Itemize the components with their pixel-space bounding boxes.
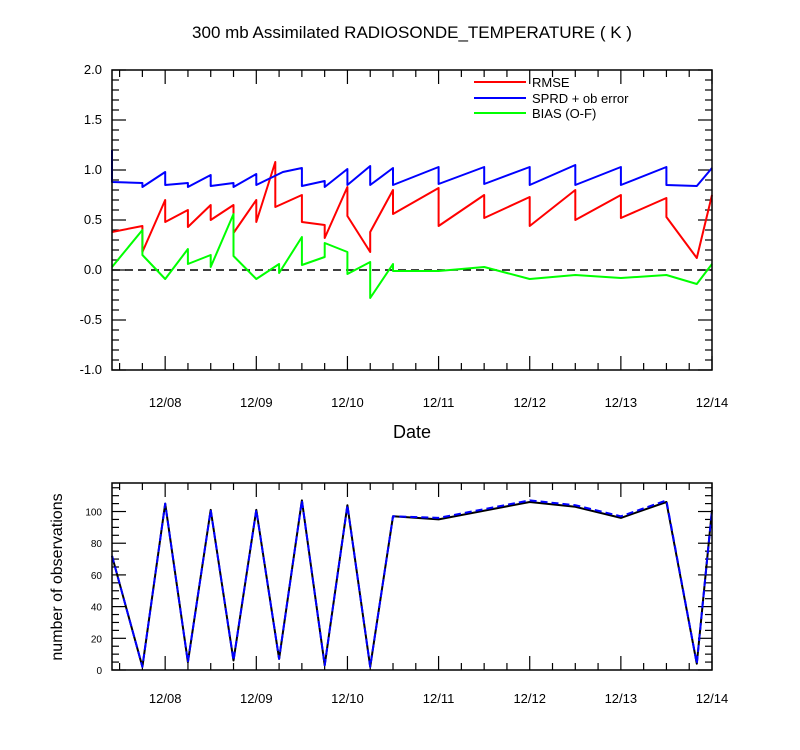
series-line-sprd-ob-error (111, 150, 713, 188)
y-tick-label: -1.0 (80, 362, 102, 377)
legend: RMSE SPRD + ob error BIAS (O-F) (474, 75, 629, 121)
y-tick-label: 100 (85, 508, 102, 519)
top-ticks (112, 69, 713, 371)
x-tick-label: 12/10 (331, 395, 364, 410)
top-y-tick-labels: 2.0 1.5 1.0 0.5 0.0 -0.5 -1.0 (80, 62, 102, 377)
x-tick-label: 12/11 (423, 395, 455, 410)
y-tick-label: 80 (91, 539, 103, 550)
y-tick-label: 0.5 (84, 212, 102, 227)
legend-label-sprd: SPRD + ob error (532, 91, 629, 106)
x-tick-label: 12/10 (331, 691, 364, 706)
y-axis-title-observations: number of observations (49, 493, 66, 660)
x-tick-label: 12/12 (513, 691, 546, 706)
y-tick-label: 1.0 (84, 162, 102, 177)
x-tick-label: 12/12 (513, 395, 546, 410)
series-line-rmse (111, 161, 713, 259)
x-axis-title: Date (393, 422, 431, 442)
y-tick-label: 2.0 (84, 62, 102, 77)
y-tick-label: 20 (91, 634, 103, 645)
x-tick-label: 12/08 (149, 691, 182, 706)
x-tick-label: 12/09 (240, 395, 273, 410)
x-tick-label: 12/13 (605, 691, 638, 706)
top-plot-frame (111, 69, 713, 371)
x-tick-label: 12/13 (605, 395, 638, 410)
x-tick-label: 12/14 (696, 691, 729, 706)
y-tick-label: -0.5 (80, 312, 102, 327)
y-tick-label: 40 (91, 603, 103, 614)
bottom-plot-frame (111, 482, 713, 671)
series-line-bias-o-f (111, 213, 713, 299)
legend-label-rmse: RMSE (532, 75, 570, 90)
series-line-obs-1 (111, 499, 713, 668)
top-panel: 2.01.51.00.50.0-0.5-1.0 12/08 12/09 12/10 1… (80, 62, 729, 442)
chart-title: 300 mb Assimilated RADIOSONDE_TEMPERATUR… (192, 23, 632, 42)
top-x-tick-labels: 12/08 12/09 12/10 12/11 12/12 12/13 12/14 (149, 395, 728, 410)
bottom-ticks (112, 483, 713, 671)
bottom-series (111, 499, 713, 668)
top-series (111, 150, 713, 299)
y-tick-label: 60 (91, 571, 103, 582)
bottom-y-tick-labels: 0 20 40 60 80 100 (85, 508, 102, 677)
x-tick-label: 12/14 (696, 395, 729, 410)
y-tick-label: 0 (96, 666, 102, 677)
x-tick-label: 12/11 (423, 691, 455, 706)
legend-label-bias: BIAS (O-F) (532, 106, 596, 121)
bottom-x-tick-labels: 12/08 12/09 12/10 12/11 12/12 12/13 12/14 (149, 691, 728, 706)
x-tick-label: 12/08 (149, 395, 182, 410)
x-tick-label: 12/09 (240, 691, 273, 706)
y-tick-label: 1.5 (84, 112, 102, 127)
y-tick-label: 0.0 (84, 262, 102, 277)
series-line-obs-0 (111, 499, 713, 668)
